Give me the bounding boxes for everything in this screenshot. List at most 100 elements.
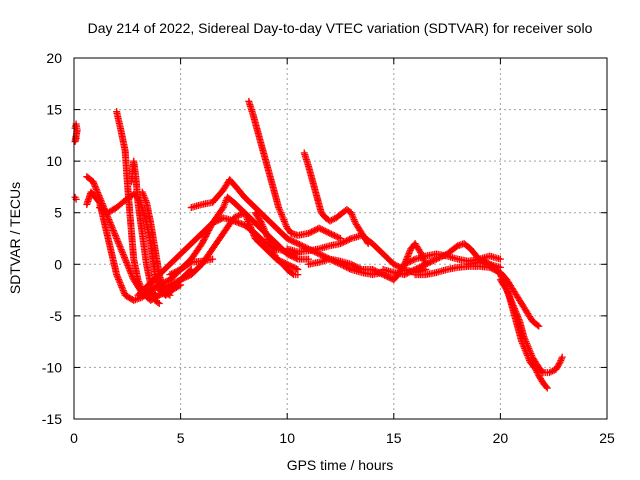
data-point-marker xyxy=(118,283,126,291)
data-point-marker xyxy=(174,277,182,285)
data-point-marker xyxy=(352,262,360,270)
data-point-marker xyxy=(109,225,117,233)
series-trace-b xyxy=(71,193,80,203)
data-point xyxy=(166,281,174,289)
x-tick-label: 15 xyxy=(386,430,402,446)
data-point-marker xyxy=(555,360,563,368)
data-point-marker xyxy=(120,252,128,260)
x-tick-label: 20 xyxy=(493,430,509,446)
data-point-marker xyxy=(119,285,127,293)
data-point-marker xyxy=(405,268,413,276)
series-trace-n xyxy=(251,209,302,279)
data-point-marker xyxy=(181,274,189,282)
data-point-marker xyxy=(157,285,165,293)
data-point-marker xyxy=(317,251,325,259)
series-trace-t xyxy=(411,262,543,330)
axis-ticks xyxy=(73,57,608,420)
data-point-marker xyxy=(373,268,381,276)
data-point-marker xyxy=(167,270,175,278)
data-point-marker xyxy=(126,266,134,274)
data-point-marker xyxy=(123,260,131,268)
data-point-marker xyxy=(126,268,134,276)
data-point-marker xyxy=(115,275,123,283)
data-point-marker xyxy=(311,226,319,234)
data-point-marker xyxy=(184,272,192,280)
data-point-marker xyxy=(317,225,325,233)
x-tick-label: 25 xyxy=(599,430,615,446)
data-point xyxy=(326,229,334,237)
data-point-marker xyxy=(171,279,179,287)
y-tick-labels: -15 -10 -5 0 5 10 15 20 xyxy=(42,50,62,427)
data-point-marker xyxy=(285,235,293,243)
data-point xyxy=(422,260,430,268)
data-point-marker xyxy=(309,227,317,235)
data-point-marker xyxy=(117,244,125,252)
y-tick-label: 15 xyxy=(46,102,62,118)
data-point-marker xyxy=(172,278,180,286)
data-point-marker xyxy=(333,233,341,241)
data-point-marker xyxy=(408,267,416,275)
data-point xyxy=(368,265,376,273)
data-point-marker xyxy=(376,269,384,277)
data-point-marker xyxy=(341,237,349,245)
data-point-marker xyxy=(324,229,332,237)
data-point-marker xyxy=(300,243,308,251)
data-point-marker xyxy=(321,227,329,235)
data-point-marker xyxy=(547,368,555,376)
data-point-marker xyxy=(425,259,433,267)
x-tick-labels: 0 5 10 15 20 25 xyxy=(70,430,615,446)
data-point-marker xyxy=(420,261,428,269)
data-point xyxy=(545,369,553,377)
data-point-marker xyxy=(286,236,294,244)
data-point-marker xyxy=(172,268,180,276)
data-point xyxy=(155,299,163,307)
y-tick-label: 20 xyxy=(46,50,62,66)
data-point xyxy=(96,193,104,201)
data-point xyxy=(166,291,174,299)
y-tick-label: 10 xyxy=(46,153,62,169)
series-trace-l xyxy=(155,209,302,294)
data-point xyxy=(337,240,344,248)
data-point-marker xyxy=(161,283,169,291)
series-trace-a xyxy=(71,120,81,146)
data-point-marker xyxy=(538,367,546,375)
y-axis-title: SDTVAR / TECUs xyxy=(7,182,23,294)
plot-frame xyxy=(73,57,608,420)
data-point-marker xyxy=(117,282,125,290)
data-point-marker xyxy=(414,264,422,272)
data-point-marker xyxy=(407,257,415,265)
data-point-marker xyxy=(165,290,173,298)
data-point-marker xyxy=(98,198,106,206)
series-trace-g xyxy=(128,157,163,307)
data-point-marker xyxy=(408,257,416,265)
data-point-marker xyxy=(109,227,117,235)
data-point-marker xyxy=(117,280,125,288)
data-point xyxy=(177,276,185,284)
data-point-marker xyxy=(340,238,348,246)
data-point-marker xyxy=(291,238,299,246)
data-point-marker xyxy=(327,216,335,224)
data-point-marker xyxy=(107,222,115,230)
data-point-marker xyxy=(372,267,380,275)
data-point-marker xyxy=(288,262,296,270)
data-point-marker xyxy=(116,242,124,250)
data-point-marker xyxy=(289,237,297,245)
y-tick-label: -10 xyxy=(42,359,62,375)
data-point xyxy=(535,322,543,330)
data-point-marker xyxy=(105,217,113,225)
data-point-marker xyxy=(119,250,127,258)
series-trace-o xyxy=(300,149,372,248)
data-point-marker xyxy=(164,282,172,290)
data-point-marker xyxy=(114,274,122,282)
data-point xyxy=(113,235,121,242)
data-point-marker xyxy=(370,266,378,274)
data-point-marker xyxy=(169,279,177,287)
data-point-marker xyxy=(106,219,114,227)
data-point-marker xyxy=(549,367,557,375)
data-point xyxy=(294,240,302,248)
data-point-marker xyxy=(178,275,186,283)
data-point-marker xyxy=(355,264,363,272)
data-point xyxy=(230,214,238,222)
